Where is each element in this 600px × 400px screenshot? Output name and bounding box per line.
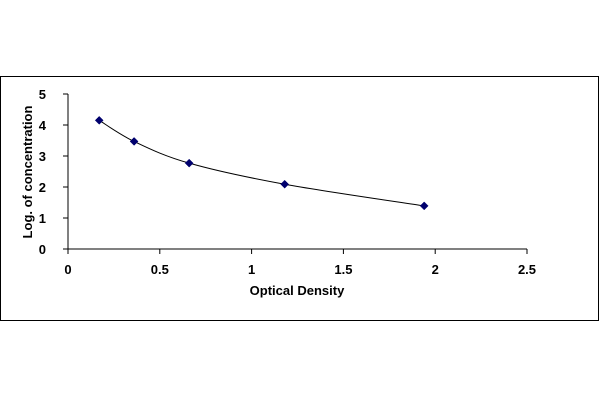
x-tick-label: 0 (64, 262, 71, 277)
x-axis-title: Optical Density (250, 283, 345, 298)
y-tick-label: 0 (39, 242, 46, 257)
y-tick-label: 2 (39, 180, 46, 195)
x-tick-label: 0.5 (151, 262, 169, 277)
y-tick-label: 5 (39, 87, 46, 102)
y-tick-label: 1 (39, 211, 46, 226)
trend-curve (98, 119, 425, 207)
data-point (280, 179, 290, 189)
ticks-layer: 0 1 2 3 4 5 0 0.5 1 1.5 2 2.5 (39, 87, 536, 277)
y-axis-title: Log. of concentration (20, 106, 35, 239)
data-point (129, 137, 139, 146)
data-point (184, 158, 194, 168)
x-tick-label: 1.5 (334, 262, 352, 277)
y-tick-label: 3 (39, 149, 46, 164)
data-point (419, 201, 429, 211)
x-tick-label: 2.5 (518, 262, 536, 277)
x-tick-label: 2 (432, 262, 439, 277)
x-tick-label: 1 (248, 262, 255, 277)
points-layer (94, 115, 429, 211)
data-point (94, 115, 104, 125)
y-tick-label: 4 (39, 118, 47, 133)
